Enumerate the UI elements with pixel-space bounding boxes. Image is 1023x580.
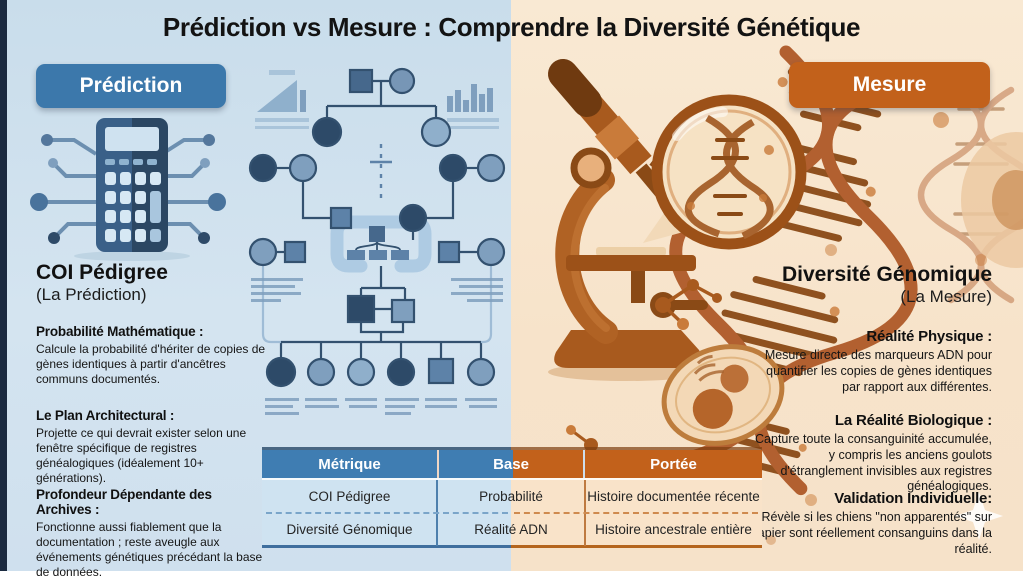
- left-section-2: Le Plan Architectural : Projette ce qui …: [36, 408, 266, 486]
- pedigree-chart: [248, 67, 506, 415]
- measure-badge: Mesure: [789, 62, 990, 108]
- table-header-base: Base: [437, 450, 585, 478]
- label-lines: [251, 278, 503, 415]
- left-section-2-title: Le Plan Architectural :: [36, 408, 175, 423]
- table-body: COI Pédigree Probabilité Histoire docume…: [262, 478, 762, 548]
- table-row-divider-right: [514, 512, 758, 514]
- calculator-circuit-icon: [30, 118, 226, 261]
- right-section-3: Validation Individuelle: Révèle si les c…: [748, 490, 992, 557]
- table-header-row: Métrique Base Portée: [262, 450, 762, 478]
- right-section-1-title: Réalité Physique :: [866, 328, 992, 345]
- dna-helix-icon: [669, 45, 918, 496]
- right-section-1: Réalité Physique : Mesure directe des ma…: [748, 328, 992, 395]
- table-cell: Réalité ADN: [474, 522, 548, 537]
- table-row-genomic: Diversité Génomique Réalité ADN Histoire…: [262, 513, 762, 546]
- right-section-3-title: Validation Individuelle:: [834, 490, 992, 507]
- cell-blob-icon: [961, 132, 1023, 268]
- mini-bar-chart-icon: [447, 84, 499, 129]
- table-bottom-border-right: [511, 545, 762, 548]
- left-section-1-title: Probabilité Mathématique :: [36, 324, 204, 339]
- right-section-1-body: Mesure directe des marqueurs ADN pour qu…: [764, 348, 992, 394]
- table-cell: Histoire documentée récente: [587, 489, 760, 504]
- left-section-1-body: Calcule la probabilité d'hériter de copi…: [36, 342, 266, 387]
- mini-area-chart-icon: [255, 70, 309, 129]
- table-row-divider-left: [266, 512, 508, 514]
- right-section-2-body: Capture toute la consanguinité accumulée…: [755, 432, 992, 494]
- left-heading-block: COI Pédigree (La Prédiction): [36, 261, 266, 304]
- left-heading: COI Pédigree: [36, 261, 168, 284]
- left-section-2-body: Projette ce qui devrait exister selon un…: [36, 426, 247, 486]
- table-header-metric: Métrique: [262, 450, 437, 478]
- dna-microscope-illustration: [548, 45, 1023, 545]
- table-cell: COI Pédigree: [308, 489, 391, 504]
- right-heading-block: Diversité Génomique (La Mesure): [748, 263, 992, 306]
- left-section-3: Profondeur Dépendante des Archives : Fon…: [36, 487, 266, 580]
- sparkle-icon: [955, 492, 1003, 540]
- right-heading: Diversité Génomique: [781, 263, 992, 286]
- table-top-border-left: [262, 447, 511, 450]
- circuit-nodes: [30, 134, 226, 244]
- table-row-pedigree: COI Pédigree Probabilité Histoire docume…: [262, 480, 762, 513]
- table-bottom-border-left: [262, 545, 511, 548]
- right-section-2: La Réalité Biologique : Capture toute la…: [748, 412, 992, 495]
- comparison-table: Métrique Base Portée COI Pédigree Probab…: [262, 447, 762, 548]
- magnifier-dna-icon: [643, 94, 807, 250]
- table-cell: Diversité Génomique: [286, 522, 413, 537]
- right-subheading: (La Mesure): [900, 286, 992, 306]
- table-cell: Histoire ancestrale entière: [595, 522, 752, 537]
- prediction-badge: Prédiction: [36, 64, 226, 108]
- cell-division-icon: [661, 344, 785, 446]
- page-title: Prédiction vs Mesure : Comprendre la Div…: [162, 12, 861, 42]
- left-subheading: (La Prédiction): [36, 284, 147, 304]
- table-header-scope: Portée: [585, 450, 762, 478]
- left-edge-strip: [0, 0, 7, 571]
- table-top-border-right: [511, 447, 762, 450]
- right-section-3-body: Révèle si les chiens "non apparentés" su…: [750, 510, 992, 556]
- table-cell: Probabilité: [479, 489, 543, 504]
- right-section-2-title: La Réalité Biologique :: [834, 412, 992, 429]
- left-section-1: Probabilité Mathématique : Calcule la pr…: [36, 324, 266, 387]
- highlighted-family-group: [330, 215, 432, 273]
- decor-dots: [592, 90, 987, 545]
- left-section-3-body: Fonctionne aussi fiablement que la docum…: [36, 520, 263, 580]
- left-section-3-title: Profondeur Dépendante des Archives :: [36, 487, 212, 517]
